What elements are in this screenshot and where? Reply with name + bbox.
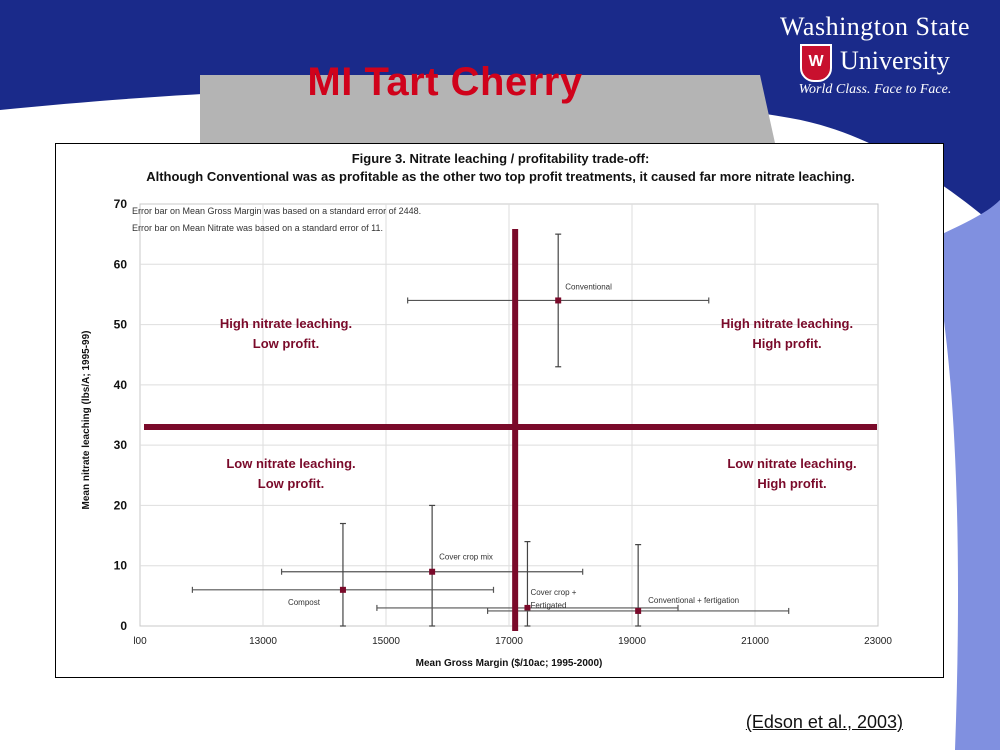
quadrant-label: High profit.: [757, 476, 826, 491]
quadrant-label: High nitrate leaching.: [721, 316, 853, 331]
slide-title: MI Tart Cherry: [307, 60, 583, 104]
y-axis-label: Mean nitrate leaching (lbs/A; 1995-99): [81, 331, 92, 510]
quadrant-label: Low profit.: [253, 336, 319, 351]
data-point: [635, 607, 642, 614]
y-tick-label: 50: [114, 318, 128, 332]
point-label: Compost: [288, 598, 321, 607]
logo-line-2: University: [840, 46, 950, 75]
quadrant-label: Low nitrate leaching.: [727, 456, 856, 471]
figure-note: Error bar on Mean Nitrate was based on a…: [132, 223, 383, 233]
figure-subtitle: Although Conventional was as profitable …: [146, 169, 855, 184]
quadrant-label: High profit.: [752, 336, 821, 351]
figure-note: Error bar on Mean Gross Margin was based…: [132, 206, 421, 216]
scatter-chart: 0 10 20 30 40 50 60 70 l00 13000 15000 17000 19000 21…: [81, 197, 892, 669]
figure-panel: Figure 3. Nitrate leaching / profitabili…: [55, 143, 944, 678]
x-tick-label: 13000: [249, 636, 277, 647]
figure-title-block: Figure 3. Nitrate leaching / profitabili…: [56, 150, 945, 186]
x-tick-label: 19000: [618, 636, 646, 647]
citation: (Edson et al., 2003): [745, 712, 903, 732]
x-tick-label: 21000: [741, 636, 769, 647]
quadrant-label: High nitrate leaching.: [220, 316, 352, 331]
point-label: Cover crop mix: [439, 553, 493, 562]
quadrant-label: Low profit.: [258, 476, 324, 491]
grey-title-band: [200, 75, 775, 143]
point-label: Fertigated: [530, 601, 566, 610]
y-tick-label: 30: [114, 438, 128, 452]
x-tick-label: l00: [133, 636, 147, 647]
x-axis-label: Mean Gross Margin ($/10ac; 1995-2000): [416, 658, 603, 669]
y-tick-label: 70: [114, 197, 128, 211]
point-label: Cover crop +: [530, 588, 576, 597]
figure-title: Figure 3. Nitrate leaching / profitabili…: [351, 151, 650, 166]
y-tick-label: 40: [114, 378, 128, 392]
data-point: [429, 568, 436, 575]
navy-top-band: [0, 0, 1000, 230]
light-blue-right-band: [930, 200, 1000, 750]
point-label: Conventional + fertigation: [648, 596, 739, 605]
data-point: [339, 586, 346, 593]
x-tick-label: 23000: [864, 636, 892, 647]
logo-tagline: World Class. Face to Face.: [798, 82, 952, 97]
wsu-logo: Washington State W University World Clas…: [760, 8, 990, 103]
quadrant-label: Low nitrate leaching.: [226, 456, 355, 471]
data-point: [555, 297, 562, 304]
y-tick-label: 0: [120, 619, 127, 633]
y-tick-label: 60: [114, 257, 128, 271]
x-tick-label: 17000: [495, 636, 523, 647]
y-tick-label: 10: [114, 559, 128, 573]
cougar-shield-icon: W: [800, 44, 832, 82]
logo-line-1: Washington State: [779, 12, 971, 41]
data-point: [524, 604, 531, 611]
y-tick-label: 20: [114, 498, 128, 512]
x-tick-label: 15000: [372, 636, 400, 647]
point-label: Conventional: [565, 282, 612, 291]
